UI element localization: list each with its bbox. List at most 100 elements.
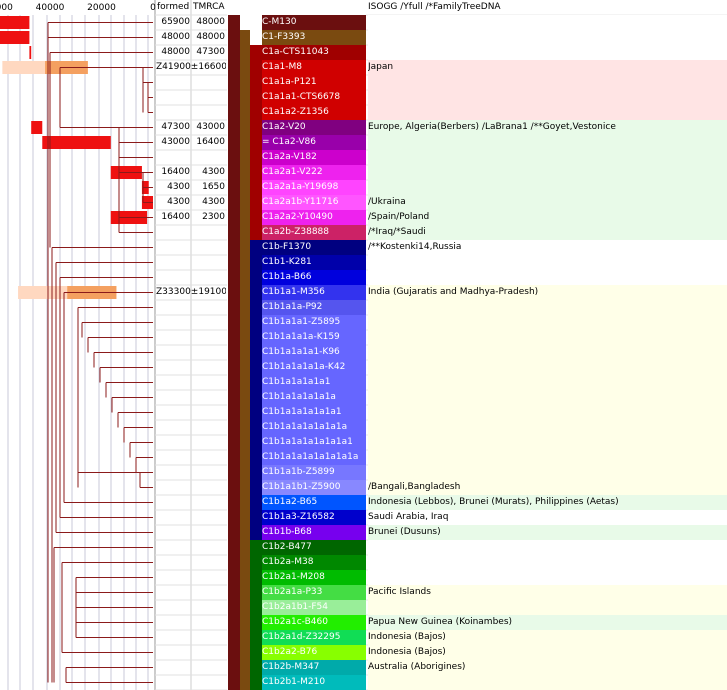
haplogroup-label[interactable]: C1a2a2-Y10490	[262, 210, 366, 225]
haplogroup-label[interactable]: C1b2b1-M210	[262, 675, 366, 690]
haplogroup-label[interactable]: C1a2a1-V222	[262, 165, 366, 180]
table-row: C1b1a3-Z16582 Saudi Arabia, Iraq	[0, 510, 727, 525]
table-row: C1b2-B477	[0, 540, 727, 555]
haplogroup-label[interactable]: C1a2-V20	[262, 120, 366, 135]
haplogroup-label[interactable]: C1b1a1a1a1a-K42	[262, 360, 366, 375]
population-note	[368, 15, 727, 30]
haplogroup-label[interactable]: C1b1a1a1a1a1	[262, 375, 366, 390]
formed-value	[156, 75, 190, 90]
haplogroup-label[interactable]: C1a1a-P121	[262, 75, 366, 90]
table-row: C1b2b1-M210	[0, 675, 727, 690]
population-note: /*Iraq/*Saudi	[368, 225, 727, 240]
haplogroup-label[interactable]: C1-F3393	[262, 30, 366, 45]
haplogroup-label[interactable]: C1b1a-B66	[262, 270, 366, 285]
haplogroup-label[interactable]: C1a2a1a-Y19698	[262, 180, 366, 195]
table-row: C1b1a1b-Z5899	[0, 465, 727, 480]
tmrca-value	[191, 90, 225, 105]
haplogroup-label[interactable]: C1b2a1b1-F54	[262, 600, 366, 615]
haplogroup-label[interactable]: C1b2a1a-P33	[262, 585, 366, 600]
table-row: C1a1a-P121	[0, 75, 727, 90]
population-note	[368, 165, 727, 180]
haplogroup-label[interactable]: C1b2-B477	[262, 540, 366, 555]
haplogroup-label[interactable]: C1b1a1-M356	[262, 285, 366, 300]
haplogroup-label[interactable]: C1b1a1a1a1a1a1a1a	[262, 450, 366, 465]
population-note	[368, 450, 727, 465]
haplogroup-label[interactable]: C1b1a1a1a1a1a	[262, 390, 366, 405]
table-row: 48000 48000 C1-F3393	[0, 30, 727, 45]
haplogroup-label[interactable]: C1b1a1a1-Z5895	[262, 315, 366, 330]
haplogroup-label[interactable]: C1a-CTS11043	[262, 45, 366, 60]
table-row: C1b1a1a-P92	[0, 300, 727, 315]
tmrca-value	[191, 75, 225, 90]
table-row: 65900 48000 C-M130	[0, 15, 727, 30]
formed-value	[156, 480, 190, 495]
haplogroup-label[interactable]: C1a2b-Z38888	[262, 225, 366, 240]
haplogroup-label[interactable]: C1b1-K281	[262, 255, 366, 270]
formed-value: 43000	[161, 137, 190, 147]
table-row: C1b1a1a1a1a-K42	[0, 360, 727, 375]
table-row: C1a2a-V182	[0, 150, 727, 165]
table-row: C1b1a1a1a1-K96	[0, 345, 727, 360]
haplogroup-label[interactable]: C1b2a-M38	[262, 555, 366, 570]
table-row: C1b1a1a1a1a1	[0, 375, 727, 390]
formed-value	[156, 525, 190, 540]
haplogroup-label[interactable]: C1b1a1a1a1-K96	[262, 345, 366, 360]
haplogroup-label[interactable]: C1b1a2-B65	[262, 495, 366, 510]
phylo-tree	[47, 22, 153, 683]
formed-value	[156, 375, 190, 390]
haplogroup-label[interactable]: C1b1a1b1-Z5900	[262, 480, 366, 495]
formed-value	[156, 495, 190, 510]
formed-value: 16400	[161, 167, 190, 177]
haplogroup-label[interactable]: C1b2a1d-Z32295	[262, 630, 366, 645]
tmrca-value	[191, 630, 225, 645]
formed-value	[156, 555, 190, 570]
haplogroup-label[interactable]: = C1a2-V86	[262, 135, 366, 150]
haplogroup-label[interactable]: C1b2a1c-B460	[262, 615, 366, 630]
haplogroup-label[interactable]: C1a1a2-Z1356	[262, 105, 366, 120]
haplogroup-label[interactable]: C1b1a1a1a1a1a1a	[262, 420, 366, 435]
haplogroup-label[interactable]: C-M130	[262, 15, 366, 30]
formed-value	[156, 585, 190, 600]
population-note	[368, 540, 727, 555]
haplogroup-label[interactable]: C1b1a1a1a-K159	[262, 330, 366, 345]
haplogroup-label[interactable]: C1a2a-V182	[262, 150, 366, 165]
haplogroup-label[interactable]: C1b2a1-M208	[262, 570, 366, 585]
haplogroup-label[interactable]: C1b2a2-B76	[262, 645, 366, 660]
haplogroup-label[interactable]: C1b1a3-Z16582	[262, 510, 366, 525]
population-note	[368, 600, 727, 615]
axis-tick-label: 20000	[87, 3, 116, 13]
haplogroup-label[interactable]: C1a1a1-CTS6678	[262, 90, 366, 105]
tmrca-value: 1650	[202, 182, 225, 192]
tmrca-value	[191, 555, 225, 570]
haplogroup-label[interactable]: C1a1-M8	[262, 60, 366, 75]
tmrca-value	[191, 645, 225, 660]
tmrca-value	[191, 540, 225, 555]
haplogroup-label[interactable]: C1a2a1b-Y11716	[262, 195, 366, 210]
haplogroup-label[interactable]: C1b2b-M347	[262, 660, 366, 675]
haplogroup-label[interactable]: C1b1a1a-P92	[262, 300, 366, 315]
tmrca-value	[191, 255, 225, 270]
tmrca-value	[191, 420, 225, 435]
tmrca-value	[191, 615, 225, 630]
formed-value: Z41900±16600	[156, 62, 226, 72]
table-row: Z33300±19100 C1b1a1-M356 India (Gujaratis …	[0, 285, 727, 300]
population-note	[368, 150, 727, 165]
haplogroup-label[interactable]: C1b1a1a1a1a1a1	[262, 405, 366, 420]
haplogroup-label[interactable]: C1b1a1b-Z5899	[262, 465, 366, 480]
table-row: 47300 43000 C1a2-V20 Europe, Algeria(Berber…	[0, 120, 727, 135]
haplogroup-label[interactable]: C1b1a1a1a1a1a1a1	[262, 435, 366, 450]
haplogroup-label[interactable]: C1b-F1370	[262, 240, 366, 255]
formed-value	[156, 360, 190, 375]
tmrca-value	[191, 480, 225, 495]
population-note: Indonesia (Lebbos), Brunei (Murats), Phi…	[368, 495, 727, 510]
tmrca-value	[191, 345, 225, 360]
population-note: /Spain/Poland	[368, 210, 727, 225]
haplogroup-color-columns	[228, 15, 262, 690]
formed-value	[156, 615, 190, 630]
population-note	[368, 555, 727, 570]
age-bar	[29, 46, 32, 59]
source-header: ISOGG /Yfull /*FamilyTreeDNA	[368, 2, 501, 12]
formed-value	[156, 510, 190, 525]
haplogroup-label[interactable]: C1b1b-B68	[262, 525, 366, 540]
tmrca-value	[191, 330, 225, 345]
